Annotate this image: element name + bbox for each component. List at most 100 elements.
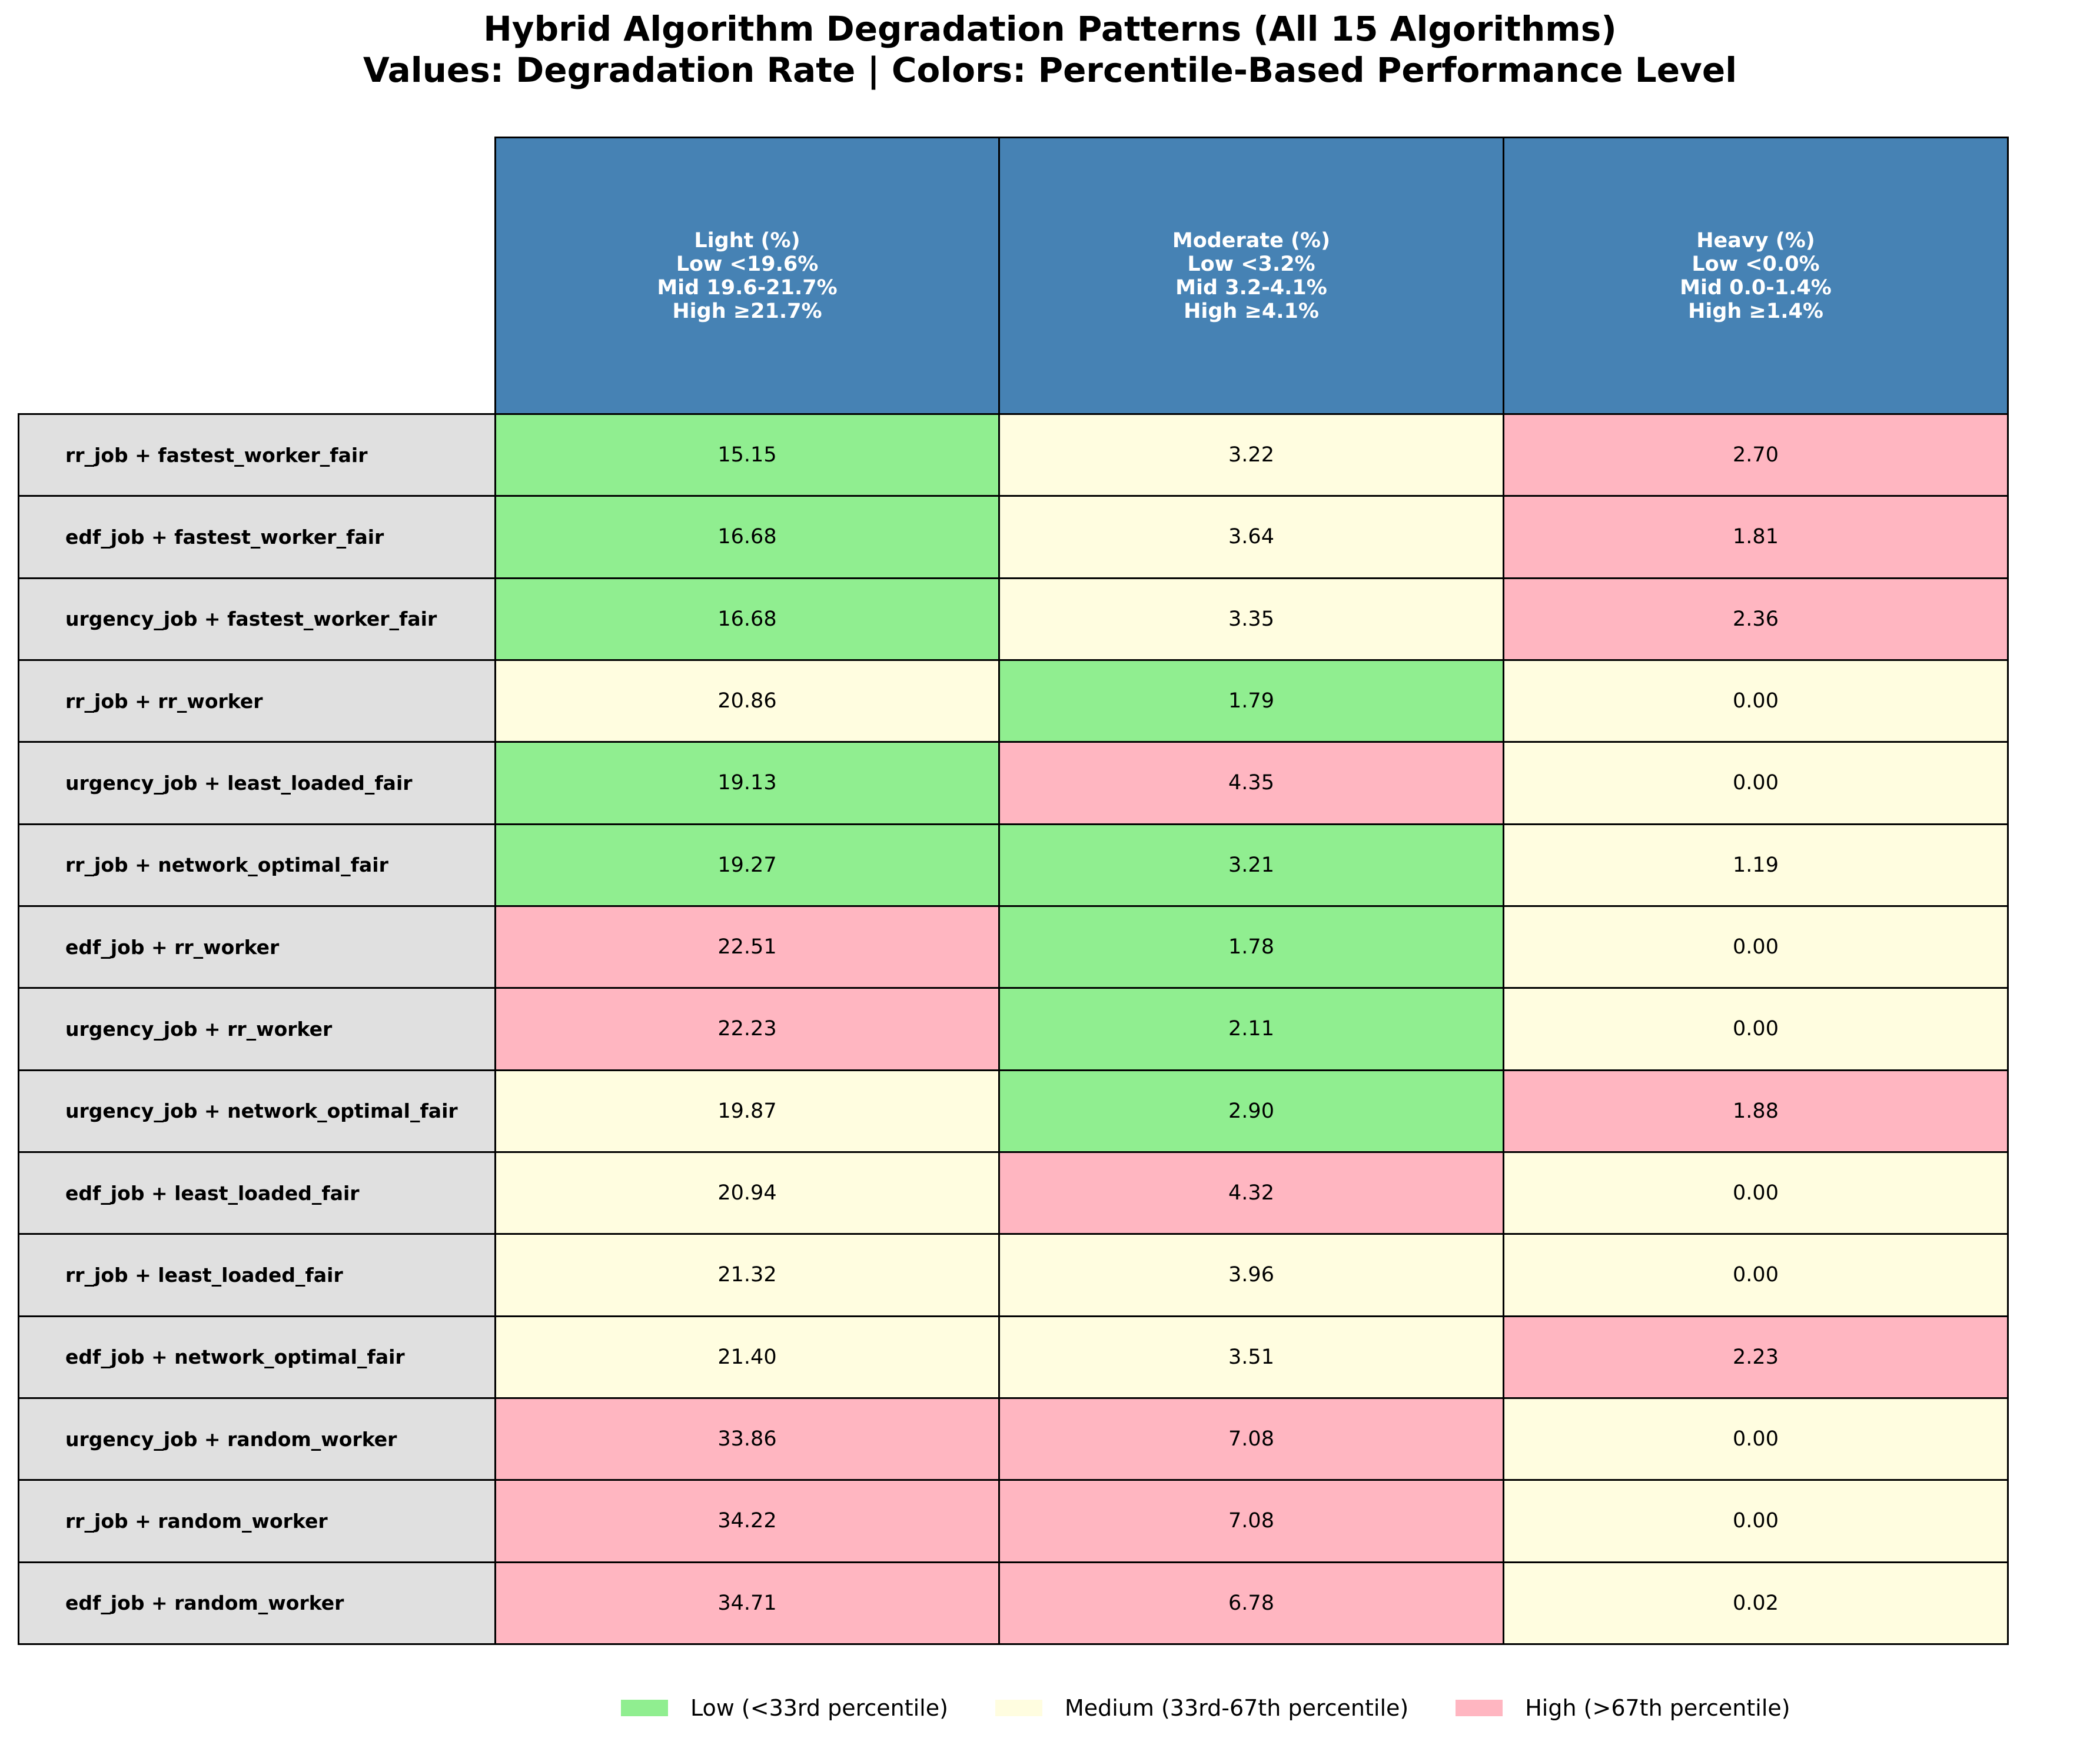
value-cell: 3.96 — [998, 1233, 1504, 1317]
title-line-2: Values: Degradation Rate | Colors: Perce… — [363, 50, 1737, 90]
value-cell: 4.32 — [998, 1151, 1504, 1235]
column-header-name: Moderate (%) — [1172, 228, 1331, 252]
column-threshold: Low <3.2% — [1187, 252, 1315, 276]
row-label: urgency_job + least_loaded_fair — [18, 741, 496, 825]
column-threshold: Mid 19.6-21.7% — [657, 275, 838, 300]
column-header: Heavy (%) Low <0.0% Mid 0.0-1.4% High ≥1.4% — [1503, 137, 2009, 415]
legend-label: High (>67th percentile) — [1525, 1695, 1790, 1721]
value-cell: 16.68 — [494, 577, 1000, 661]
legend-label: Medium (33rd-67th percentile) — [1064, 1695, 1409, 1721]
value-cell: 1.88 — [1503, 1069, 2009, 1153]
value-cell: 2.90 — [998, 1069, 1504, 1153]
column-threshold: Low <0.0% — [1692, 252, 1820, 276]
row-label: edf_job + random_worker — [18, 1561, 496, 1645]
table-row: urgency_job + least_loaded_fair 19.13 4.35… — [18, 741, 2009, 825]
column-threshold: Low <19.6% — [676, 252, 819, 276]
value-cell: 1.78 — [998, 905, 1504, 989]
value-cell: 19.87 — [494, 1069, 1000, 1153]
value-cell: 2.11 — [998, 987, 1504, 1071]
column-threshold: High ≥1.4% — [1688, 299, 1823, 323]
value-cell: 3.51 — [998, 1315, 1504, 1399]
legend-swatch — [1456, 1700, 1503, 1716]
value-cell: 2.36 — [1503, 577, 2009, 661]
value-cell: 15.15 — [494, 413, 1000, 497]
value-cell: 1.79 — [998, 659, 1504, 743]
table-row: urgency_job + rr_worker 22.23 2.11 0.00 — [18, 987, 2009, 1071]
value-cell: 1.19 — [1503, 823, 2009, 907]
value-cell: 3.64 — [998, 495, 1504, 579]
value-cell: 0.00 — [1503, 741, 2009, 825]
value-cell: 3.35 — [998, 577, 1504, 661]
value-cell: 4.35 — [998, 741, 1504, 825]
value-cell: 16.68 — [494, 495, 1000, 579]
value-cell: 7.08 — [998, 1479, 1504, 1563]
row-label: rr_job + rr_worker — [18, 659, 496, 743]
value-cell: 3.21 — [998, 823, 1504, 907]
table-row: edf_job + fastest_worker_fair 16.68 3.64 1.… — [18, 495, 2009, 579]
value-cell: 0.00 — [1503, 659, 2009, 743]
table-row: urgency_job + fastest_worker_fair 16.68 3.… — [18, 577, 2009, 661]
row-label: edf_job + network_optimal_fair — [18, 1315, 496, 1399]
table-row: edf_job + random_worker 34.71 6.78 0.02 — [18, 1561, 2009, 1645]
column-threshold: High ≥21.7% — [672, 299, 822, 323]
column-header: Light (%) Low <19.6% Mid 19.6-21.7% High ≥2… — [494, 137, 1000, 415]
table-row: rr_job + network_optimal_fair 19.27 3.21 1.… — [18, 823, 2009, 907]
row-label: edf_job + fastest_worker_fair — [18, 495, 496, 579]
column-header-name: Heavy (%) — [1696, 228, 1815, 252]
column-threshold: Mid 0.0-1.4% — [1680, 275, 1832, 300]
row-label: urgency_job + rr_worker — [18, 987, 496, 1071]
row-label: urgency_job + random_worker — [18, 1397, 496, 1481]
table-header-row: Light (%) Low <19.6% Mid 19.6-21.7% High ≥2… — [19, 137, 2009, 415]
value-cell: 19.13 — [494, 741, 1000, 825]
legend-swatch — [621, 1700, 668, 1716]
table-row: edf_job + least_loaded_fair 20.94 4.32 0.00 — [18, 1151, 2009, 1235]
legend: Low (<33rd percentile) Medium (33rd-67th … — [621, 1689, 1790, 1727]
value-cell: 22.23 — [494, 987, 1000, 1071]
degradation-table: Light (%) Low <19.6% Mid 19.6-21.7% High ≥2… — [18, 137, 2009, 1645]
row-label: rr_job + fastest_worker_fair — [18, 413, 496, 497]
value-cell: 0.00 — [1503, 1397, 2009, 1481]
row-label: edf_job + least_loaded_fair — [18, 1151, 496, 1235]
table-row: rr_job + fastest_worker_fair 15.15 3.22 2.7… — [18, 413, 2009, 497]
table-row: edf_job + rr_worker 22.51 1.78 0.00 — [18, 905, 2009, 989]
value-cell: 0.00 — [1503, 1151, 2009, 1235]
value-cell: 22.51 — [494, 905, 1000, 989]
chart-title: Hybrid Algorithm Degradation Patterns (A… — [0, 8, 2100, 91]
value-cell: 21.32 — [494, 1233, 1000, 1317]
value-cell: 20.86 — [494, 659, 1000, 743]
row-label: urgency_job + fastest_worker_fair — [18, 577, 496, 661]
row-label: rr_job + random_worker — [18, 1479, 496, 1563]
column-threshold: Mid 3.2-4.1% — [1175, 275, 1327, 300]
legend-item: High (>67th percentile) — [1456, 1695, 1790, 1721]
value-cell: 2.70 — [1503, 413, 2009, 497]
table-row: edf_job + network_optimal_fair 21.40 3.51 2… — [18, 1315, 2009, 1399]
value-cell: 21.40 — [494, 1315, 1000, 1399]
row-label: urgency_job + network_optimal_fair — [18, 1069, 496, 1153]
legend-label: Low (<33rd percentile) — [690, 1695, 948, 1721]
value-cell: 20.94 — [494, 1151, 1000, 1235]
table-row: rr_job + random_worker 34.22 7.08 0.00 — [18, 1479, 2009, 1563]
value-cell: 0.00 — [1503, 1233, 2009, 1317]
legend-item: Low (<33rd percentile) — [621, 1695, 948, 1721]
row-label: edf_job + rr_worker — [18, 905, 496, 989]
row-label: rr_job + least_loaded_fair — [18, 1233, 496, 1317]
table-row: urgency_job + random_worker 33.86 7.08 0.00 — [18, 1397, 2009, 1481]
table-row: rr_job + rr_worker 20.86 1.79 0.00 — [18, 659, 2009, 743]
value-cell: 0.00 — [1503, 905, 2009, 989]
table-row: rr_job + least_loaded_fair 21.32 3.96 0.00 — [18, 1233, 2009, 1317]
value-cell: 19.27 — [494, 823, 1000, 907]
table-row: urgency_job + network_optimal_fair 19.87 2… — [18, 1069, 2009, 1153]
value-cell: 3.22 — [998, 413, 1504, 497]
value-cell: 33.86 — [494, 1397, 1000, 1481]
row-label: rr_job + network_optimal_fair — [18, 823, 496, 907]
value-cell: 7.08 — [998, 1397, 1504, 1481]
legend-item: Medium (33rd-67th percentile) — [995, 1695, 1408, 1721]
column-header-name: Light (%) — [694, 228, 800, 252]
title-line-1: Hybrid Algorithm Degradation Patterns (A… — [483, 9, 1617, 49]
table-body: rr_job + fastest_worker_fair 15.15 3.22 2.7… — [18, 413, 2009, 1645]
value-cell: 0.00 — [1503, 987, 2009, 1071]
value-cell: 2.23 — [1503, 1315, 2009, 1399]
value-cell: 0.00 — [1503, 1479, 2009, 1563]
column-header: Moderate (%) Low <3.2% Mid 3.2-4.1% High ≥4… — [998, 137, 1504, 415]
value-cell: 6.78 — [998, 1561, 1504, 1645]
